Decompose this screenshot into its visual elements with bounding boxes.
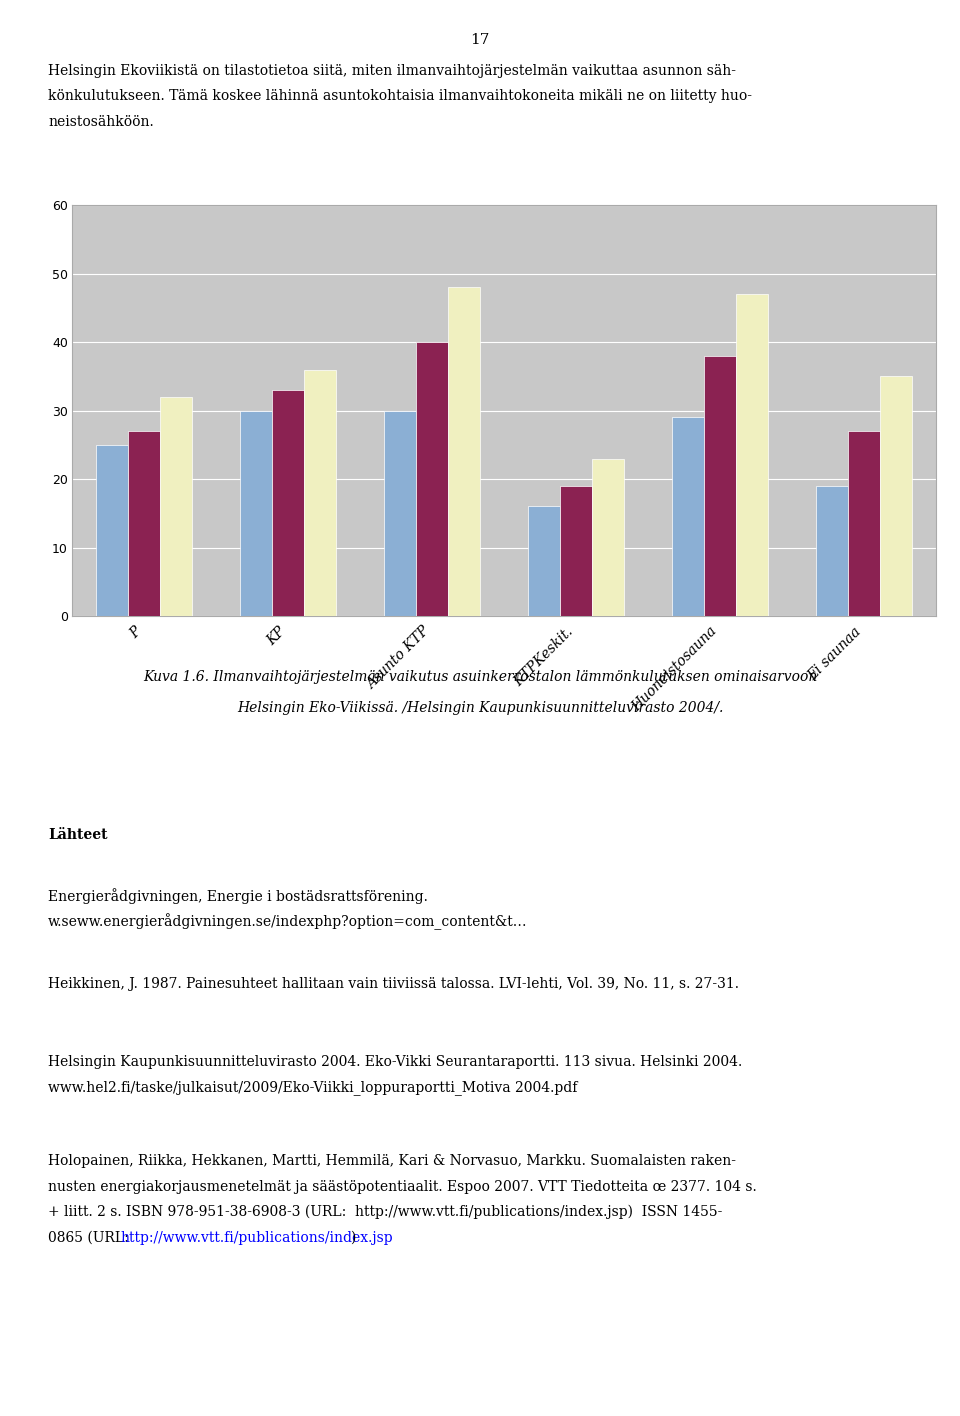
Bar bbox=[240, 411, 273, 616]
Text: Heikkinen, J. 1987. Painesuhteet hallitaan vain tiiviissä talossa. LVI-lehti, Vo: Heikkinen, J. 1987. Painesuhteet hallita… bbox=[48, 977, 739, 991]
Bar bbox=[879, 377, 911, 616]
Bar bbox=[704, 355, 736, 616]
Text: ): ) bbox=[350, 1231, 356, 1245]
Text: 17: 17 bbox=[470, 33, 490, 47]
Text: Kuva 1.6. Ilmanvaihtojärjestelmän vaikutus asuinkerrostalon lämmönkulutuksen omi: Kuva 1.6. Ilmanvaihtojärjestelmän vaikut… bbox=[143, 670, 817, 684]
Bar bbox=[447, 287, 480, 616]
Bar bbox=[528, 507, 561, 616]
Bar bbox=[816, 486, 849, 616]
Bar bbox=[561, 486, 592, 616]
Text: nusten energiakorjausmenetelmät ja säästöpotentiaalit. Espoo 2007. VTT Tiedottei: nusten energiakorjausmenetelmät ja sääst… bbox=[48, 1180, 756, 1194]
Bar bbox=[159, 396, 192, 616]
Bar bbox=[96, 445, 129, 616]
Text: neistosähköön.: neistosähköön. bbox=[48, 115, 154, 129]
Bar bbox=[591, 459, 624, 616]
Bar bbox=[672, 418, 705, 616]
Text: Energierådgivningen, Energie i bostädsrattsförening.: Energierådgivningen, Energie i bostädsra… bbox=[48, 888, 428, 903]
Bar bbox=[735, 295, 767, 616]
Bar bbox=[849, 430, 879, 616]
Bar bbox=[416, 343, 447, 616]
Text: Helsingin Eko-Viikissä. /Helsingin Kaupunkisuunnitteluvirasto 2004/.: Helsingin Eko-Viikissä. /Helsingin Kaupu… bbox=[237, 701, 723, 715]
Text: Helsingin Ekoviikistä on tilastotietoa siitä, miten ilmanvaihtojärjestelmän vaik: Helsingin Ekoviikistä on tilastotietoa s… bbox=[48, 64, 736, 78]
Text: 0865 (URL:: 0865 (URL: bbox=[48, 1231, 133, 1245]
Text: http://www.vtt.fi/publications/index.jsp: http://www.vtt.fi/publications/index.jsp bbox=[120, 1231, 393, 1245]
Bar bbox=[129, 430, 159, 616]
Text: w.seww.energierådgivningen.se/indexphp?option=com_content&t…: w.seww.energierådgivningen.se/indexphp?o… bbox=[48, 913, 527, 930]
Text: www.hel2.fi/taske/julkaisut/2009/Eko-Viikki_loppuraportti_Motiva 2004.pdf: www.hel2.fi/taske/julkaisut/2009/Eko-Vii… bbox=[48, 1080, 577, 1096]
Bar bbox=[303, 370, 336, 616]
Bar bbox=[273, 389, 303, 616]
Text: könkulutukseen. Tämä koskee lähinnä asuntokohtaisia ilmanvaihtokoneita mikäli ne: könkulutukseen. Tämä koskee lähinnä asun… bbox=[48, 89, 752, 103]
Bar bbox=[384, 411, 417, 616]
Text: + liitt. 2 s. ISBN 978-951-38-6908-3 (URL:  http://www.vtt.fi/publications/index: + liitt. 2 s. ISBN 978-951-38-6908-3 (UR… bbox=[48, 1205, 722, 1219]
Text: Lähteet: Lähteet bbox=[48, 828, 108, 843]
Text: Holopainen, Riikka, Hekkanen, Martti, Hemmilä, Kari & Norvasuo, Markku. Suomalai: Holopainen, Riikka, Hekkanen, Martti, He… bbox=[48, 1154, 736, 1168]
Text: Helsingin Kaupunkisuunnitteluvirasto 2004. Eko-Vikki Seurantaraportti. 113 sivua: Helsingin Kaupunkisuunnitteluvirasto 200… bbox=[48, 1055, 742, 1069]
